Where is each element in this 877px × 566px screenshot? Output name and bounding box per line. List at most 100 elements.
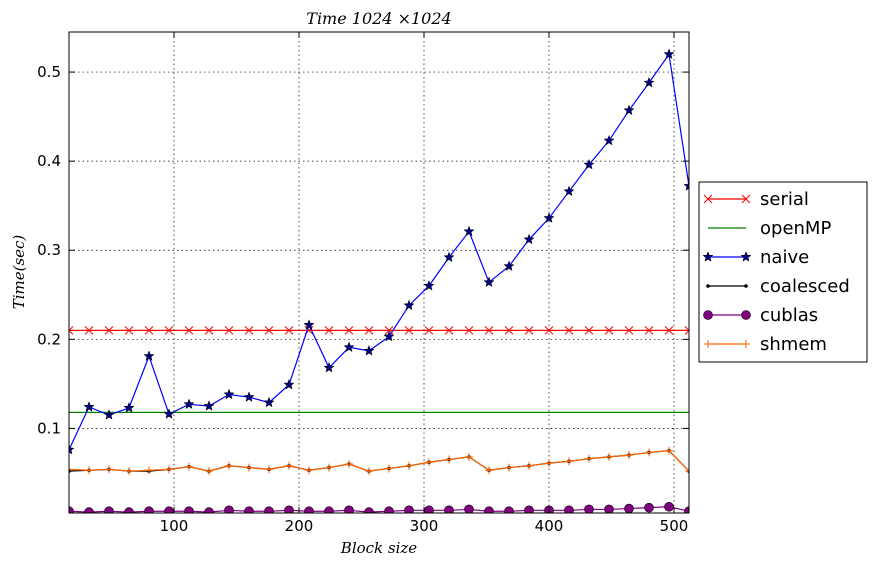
data-point-naive xyxy=(69,443,75,455)
data-point-serial xyxy=(284,326,294,335)
data-point-naive xyxy=(463,225,475,237)
data-point-serial xyxy=(464,326,474,335)
data-point-serial xyxy=(124,326,134,335)
legend-label-serial: serial xyxy=(760,189,809,210)
data-point-cublas xyxy=(484,506,494,513)
data-point-shmem xyxy=(305,466,313,475)
data-point-cublas xyxy=(284,505,294,513)
x-axis-label: Block size xyxy=(340,539,418,557)
data-point-naive xyxy=(283,378,295,390)
data-point-shmem xyxy=(345,460,353,469)
data-point-cublas xyxy=(504,506,514,513)
x-marker-stroke xyxy=(184,326,194,335)
legend-entry-shmem: shmem xyxy=(704,334,827,355)
legend-marker-coalesced xyxy=(744,284,748,288)
data-point-shmem xyxy=(605,452,613,461)
data-point-serial xyxy=(684,326,689,335)
x-marker-stroke xyxy=(544,326,554,335)
data-point-serial xyxy=(204,326,214,335)
data-point-shmem xyxy=(85,466,93,475)
data-point-naive xyxy=(423,279,435,291)
data-point-cublas xyxy=(664,501,674,512)
data-point-serial xyxy=(244,326,254,335)
y-tick-label: 0.2 xyxy=(37,330,61,348)
x-tick-label: 500 xyxy=(660,517,689,535)
x-marker-stroke xyxy=(264,326,274,335)
data-point-shmem xyxy=(105,465,113,474)
data-point-naive xyxy=(623,104,635,116)
chart-title: Time 1024 ×1024 xyxy=(306,9,451,28)
data-point-naive xyxy=(83,401,95,412)
data-point-shmem xyxy=(365,467,373,476)
data-point-cublas xyxy=(224,505,234,513)
data-point-cublas xyxy=(684,506,689,513)
x-marker-stroke xyxy=(584,326,594,335)
y-tick-label: 0.5 xyxy=(37,63,61,81)
data-point-shmem xyxy=(525,461,533,470)
data-point-naive xyxy=(603,134,615,146)
legend-label-coalesced: coalesced xyxy=(760,276,850,297)
data-point-serial xyxy=(444,326,454,335)
data-point-serial xyxy=(264,326,274,335)
data-point-cublas xyxy=(644,502,654,513)
x-marker-stroke xyxy=(424,326,434,335)
x-marker-stroke xyxy=(284,326,294,335)
data-point-naive xyxy=(543,212,555,223)
data-point-shmem xyxy=(245,463,253,472)
data-point-naive xyxy=(483,276,495,288)
data-point-shmem xyxy=(225,461,233,470)
data-point-serial xyxy=(184,326,194,335)
legend-label-cublas: cublas xyxy=(760,305,818,326)
data-point-naive xyxy=(683,180,689,191)
data-point-cublas xyxy=(344,505,354,513)
data-point-serial xyxy=(324,326,334,335)
y-tick-label: 0.1 xyxy=(37,419,61,437)
x-tick-label: 400 xyxy=(535,517,564,535)
data-point-shmem xyxy=(165,465,173,474)
legend: serial openMP naive coalesced cublas shmem xyxy=(698,181,868,363)
data-point-naive xyxy=(163,408,175,419)
data-point-serial xyxy=(584,326,594,335)
x-marker-stroke xyxy=(364,326,374,335)
data-point-shmem xyxy=(385,464,393,473)
data-point-shmem xyxy=(625,451,633,460)
x-marker-stroke xyxy=(504,326,514,335)
x-marker-stroke xyxy=(484,326,494,335)
data-point-naive xyxy=(343,341,355,353)
legend-label-shmem: shmem xyxy=(760,334,827,355)
data-point-shmem xyxy=(645,448,653,457)
data-point-cublas xyxy=(69,506,74,513)
series-line-coalesced xyxy=(69,450,689,472)
legend-marker-naive xyxy=(702,251,714,262)
legend-entry-naive: naive xyxy=(702,247,809,268)
data-point-cublas xyxy=(464,504,474,513)
data-point-cublas xyxy=(624,503,634,513)
grid-lines xyxy=(69,32,689,513)
x-marker-stroke xyxy=(204,326,214,335)
x-tick-label: 100 xyxy=(160,517,189,535)
data-point-serial xyxy=(524,326,534,335)
data-point-naive xyxy=(443,251,455,263)
x-marker-stroke xyxy=(404,326,414,335)
legend-marker-cublas xyxy=(703,310,713,320)
data-point-shmem xyxy=(185,462,193,471)
data-point-serial xyxy=(544,326,554,335)
x-marker-stroke xyxy=(384,326,394,335)
legend-marker-shmem xyxy=(704,340,712,348)
data-point-serial xyxy=(344,326,354,335)
data-point-naive xyxy=(503,260,515,272)
data-point-shmem xyxy=(465,452,473,461)
data-point-shmem xyxy=(445,455,453,464)
data-point-naive xyxy=(223,388,235,400)
data-point-naive xyxy=(383,330,395,342)
data-point-serial xyxy=(224,326,234,335)
data-point-shmem xyxy=(485,466,493,475)
x-marker-stroke xyxy=(624,326,634,335)
data-point-shmem xyxy=(285,461,293,470)
x-tick-label: 200 xyxy=(285,517,314,535)
data-point-cublas xyxy=(524,505,534,513)
x-marker-stroke xyxy=(644,326,654,335)
data-point-cublas xyxy=(84,507,94,513)
legend-marker-coalesced xyxy=(706,284,710,288)
data-point-cublas xyxy=(564,505,574,513)
